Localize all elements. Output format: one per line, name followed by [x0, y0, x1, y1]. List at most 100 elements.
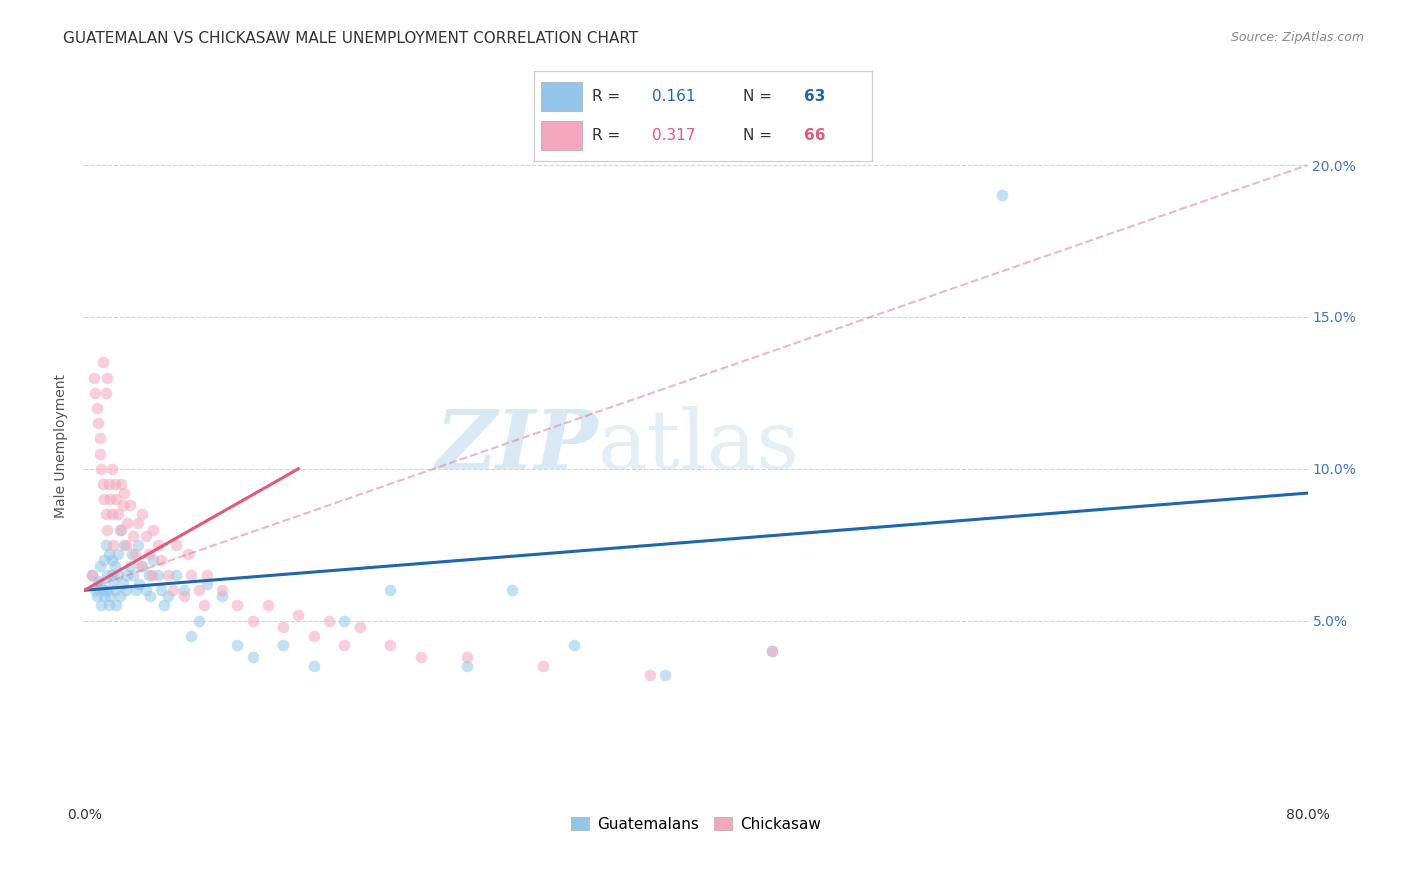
Point — [93, 553, 115, 567]
Point — [242, 614, 264, 628]
Point — [271, 638, 294, 652]
Point — [195, 568, 218, 582]
Point — [112, 538, 135, 552]
Point — [122, 568, 145, 582]
Point — [139, 590, 162, 604]
Text: GUATEMALAN VS CHICKASAW MALE UNEMPLOYMENT CORRELATION CHART: GUATEMALAN VS CHICKASAW MALE UNEMPLOYMEN… — [63, 31, 638, 46]
Point — [107, 508, 129, 522]
Point — [107, 547, 129, 561]
Point — [287, 607, 309, 622]
Point — [380, 638, 402, 652]
Point — [97, 477, 120, 491]
Point — [157, 568, 180, 582]
Point — [761, 644, 783, 658]
Point — [110, 523, 132, 537]
Point — [111, 498, 134, 512]
Text: R =: R = — [592, 89, 624, 103]
Text: R =: R = — [592, 128, 624, 143]
Point — [333, 614, 356, 628]
Point — [103, 538, 125, 552]
Point — [93, 492, 115, 507]
Point — [86, 590, 108, 604]
Point — [180, 568, 202, 582]
Point — [125, 583, 148, 598]
Point — [90, 599, 112, 613]
Point — [149, 553, 172, 567]
Point — [97, 547, 120, 561]
Point — [380, 583, 402, 598]
Point — [135, 528, 157, 542]
Text: Source: ZipAtlas.com: Source: ZipAtlas.com — [1230, 31, 1364, 45]
Point — [162, 583, 184, 598]
Point — [97, 599, 120, 613]
Point — [149, 583, 172, 598]
Point — [121, 547, 143, 561]
Point — [105, 599, 128, 613]
Point — [91, 583, 114, 598]
Point — [80, 568, 103, 582]
Point — [127, 538, 149, 552]
Point — [562, 638, 585, 652]
Point — [114, 583, 136, 598]
Point — [502, 583, 524, 598]
Point — [96, 370, 118, 384]
Point — [98, 492, 121, 507]
Point — [84, 385, 107, 400]
Text: N =: N = — [744, 128, 778, 143]
Point — [761, 644, 783, 658]
Point — [107, 568, 129, 582]
Point — [110, 477, 132, 491]
Point — [188, 583, 211, 598]
Point — [141, 568, 163, 582]
Point — [90, 462, 112, 476]
Point — [96, 583, 118, 598]
Point — [193, 599, 215, 613]
Point — [531, 659, 554, 673]
Point — [94, 385, 117, 400]
Point — [98, 590, 121, 604]
Point — [129, 558, 152, 573]
Point — [177, 547, 200, 561]
Point — [654, 668, 676, 682]
Point — [108, 523, 131, 537]
Point — [409, 650, 432, 665]
Point — [302, 659, 325, 673]
Point — [142, 523, 165, 537]
Point — [91, 477, 114, 491]
Point — [89, 431, 111, 445]
Point — [226, 599, 249, 613]
Point — [96, 568, 118, 582]
Point — [105, 492, 128, 507]
Point — [89, 447, 111, 461]
Point — [456, 650, 478, 665]
Point — [89, 558, 111, 573]
Point — [638, 668, 661, 682]
Point — [96, 523, 118, 537]
Point — [302, 629, 325, 643]
Point — [991, 188, 1014, 202]
Point — [271, 620, 294, 634]
Point — [173, 590, 195, 604]
Text: ZIP: ZIP — [436, 406, 598, 486]
Point — [146, 538, 169, 552]
Point — [120, 558, 142, 573]
Text: 66: 66 — [804, 128, 825, 143]
Point — [111, 577, 134, 591]
Point — [131, 508, 153, 522]
Point — [89, 577, 111, 591]
Text: 0.317: 0.317 — [652, 128, 696, 143]
Point — [115, 568, 138, 582]
Point — [349, 620, 371, 634]
Text: atlas: atlas — [598, 406, 800, 486]
Point — [94, 508, 117, 522]
Point — [127, 516, 149, 531]
Point — [226, 638, 249, 652]
Point — [83, 370, 105, 384]
Point — [142, 553, 165, 567]
Point — [120, 498, 142, 512]
Point — [146, 568, 169, 582]
Y-axis label: Male Unemployment: Male Unemployment — [55, 374, 69, 518]
Point — [333, 638, 356, 652]
Point — [153, 599, 176, 613]
FancyBboxPatch shape — [541, 82, 582, 111]
